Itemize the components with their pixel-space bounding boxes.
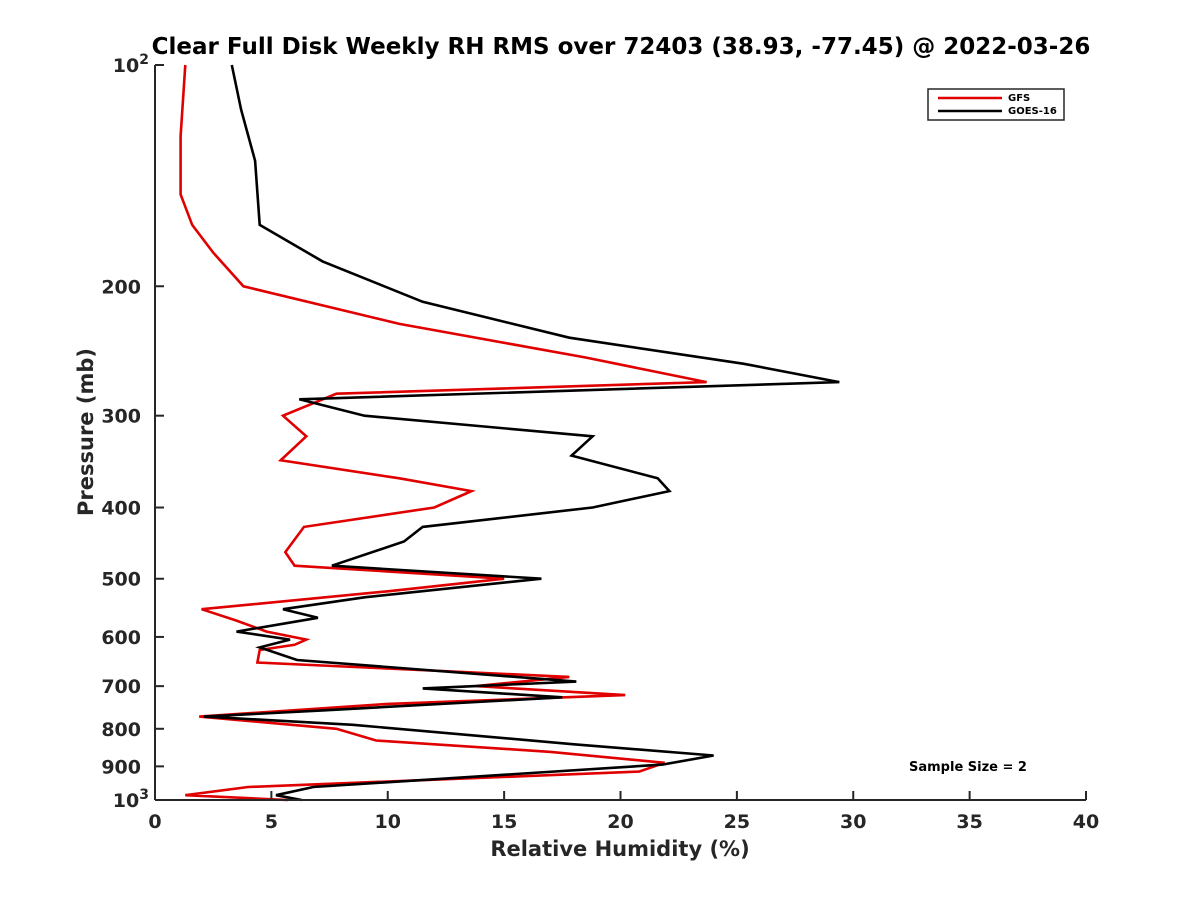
y-tick-label: 500 — [101, 569, 141, 591]
legend: GFS GOES-16 — [927, 88, 1065, 121]
series-layer — [179, 64, 840, 802]
y-tick-label: 103 — [113, 787, 149, 812]
x-tick-label: 5 — [265, 811, 278, 833]
y-tick-label: 700 — [101, 676, 141, 698]
x-tick-label: 10 — [375, 811, 401, 833]
x-tick-label: 25 — [724, 811, 750, 833]
y-axis-ticks: 102 200 300 400 500 600 700 800 900 103 — [101, 52, 164, 812]
y-tick-label: 800 — [101, 719, 141, 741]
sample-size-annotation: Sample Size = 2 — [909, 760, 1027, 775]
legend-label-goes16: GOES-16 — [1008, 106, 1057, 117]
legend-box — [927, 88, 1065, 121]
series-line-goes16 — [203, 64, 840, 802]
y-tick-label: 102 — [113, 52, 149, 77]
x-tick-label: 0 — [148, 811, 161, 833]
y-tick-label: 900 — [101, 756, 141, 778]
y-tick-label: 600 — [101, 627, 141, 649]
x-tick-label: 15 — [491, 811, 517, 833]
x-tick-label: 20 — [607, 811, 633, 833]
series-line-gfs — [179, 64, 707, 802]
x-axis-ticks: 0 5 10 15 20 25 30 35 40 — [148, 791, 1099, 833]
x-tick-label: 30 — [840, 811, 866, 833]
legend-label-gfs: GFS — [1008, 93, 1030, 104]
x-axis-label: Relative Humidity (%) — [490, 837, 749, 861]
x-tick-label: 35 — [956, 811, 982, 833]
y-tick-label: 300 — [101, 406, 141, 428]
y-tick-label: 400 — [101, 498, 141, 520]
x-tick-label: 40 — [1073, 811, 1099, 833]
y-axis-label: Pressure (mb) — [74, 348, 98, 516]
y-tick-label: 200 — [101, 276, 141, 298]
chart-title: Clear Full Disk Weekly RH RMS over 72403… — [152, 34, 1091, 60]
